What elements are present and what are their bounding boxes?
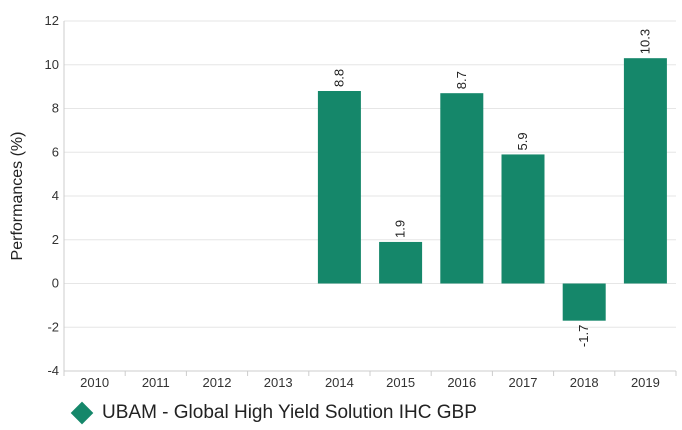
x-tick-label: 2012	[203, 375, 232, 390]
y-tick-label: 10	[45, 57, 59, 72]
bars	[317, 58, 667, 321]
data-label: 8.8	[331, 69, 346, 87]
x-tick-label: 2017	[509, 375, 538, 390]
bar	[623, 58, 667, 284]
y-tick-label: 2	[52, 232, 59, 247]
bar	[440, 93, 484, 284]
bar	[379, 241, 423, 284]
x-tick-label: 2019	[631, 375, 660, 390]
bar	[317, 91, 361, 284]
data-labels: 8.8 1.9 8.7 5.9 -1.7 10.3	[331, 29, 652, 347]
y-tick-label: -2	[47, 319, 59, 334]
x-tick-labels: 2010 2011 2012 2013 2014 2015 2016 2017 2018 2019	[80, 375, 660, 390]
y-tick-label: 4	[52, 188, 59, 203]
legend-label: UBAM - Global High Yield Solution IHC GB…	[102, 402, 477, 423]
x-tick-label: 2010	[80, 375, 109, 390]
y-axis-label: Performances (%)	[9, 132, 26, 261]
y-tick-labels: -4 -2 0 2 4 6 8 10 12	[45, 13, 59, 378]
data-label: 10.3	[637, 29, 652, 54]
bar	[562, 283, 606, 321]
y-tick-label: 8	[52, 101, 59, 116]
y-tick-label: 12	[45, 13, 59, 28]
data-label: -1.7	[576, 325, 591, 347]
x-tick-label: 2016	[447, 375, 476, 390]
x-tick-label: 2013	[264, 375, 293, 390]
x-tick-label: 2014	[325, 375, 354, 390]
x-tick-label: 2015	[386, 375, 415, 390]
y-tick-label: 0	[52, 276, 59, 291]
bar	[501, 154, 545, 284]
x-tick-label: 2011	[142, 375, 170, 390]
y-tick-label: 6	[52, 144, 59, 159]
y-tick-label: -4	[47, 363, 59, 378]
gridlines	[63, 20, 677, 376]
data-label: 5.9	[515, 132, 530, 150]
legend-marker-icon	[70, 401, 94, 425]
legend: UBAM - Global High Yield Solution IHC GB…	[70, 397, 477, 429]
data-label: 1.9	[393, 220, 408, 238]
data-label: 8.7	[454, 71, 469, 89]
x-tick-label: 2018	[570, 375, 599, 390]
